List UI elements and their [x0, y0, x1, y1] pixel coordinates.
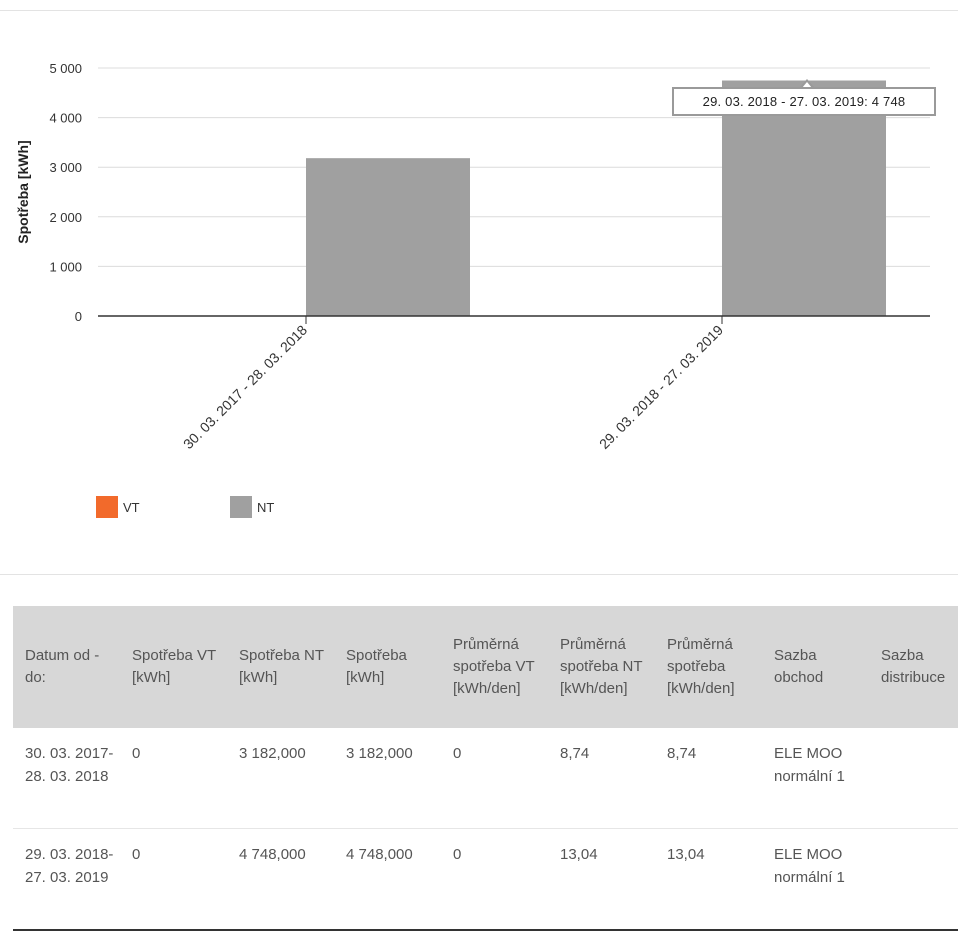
table-header-row: Datum od - do: Spotřeba VT [kWh] Spotřeb…: [13, 606, 958, 728]
y-tick-label: 3 000: [49, 160, 82, 175]
cell-avg-nt: 13,04: [548, 828, 655, 931]
y-axis-ticks: 0 1 000 2 000 3 000 4 000 5 000: [49, 61, 82, 324]
cell-consumption-vt: 0: [120, 828, 227, 931]
legend-item-nt[interactable]: NT: [230, 496, 274, 518]
header-date-range: Datum od - do:: [13, 606, 120, 728]
legend-swatch-vt: [96, 496, 118, 518]
bar-tooltip: 29. 03. 2018 - 27. 03. 2019: 4 748: [672, 87, 936, 116]
consumption-bar-chart: 0 1 000 2 000 3 000 4 000 5 000 30. 03. 2017 …: [15, 61, 930, 452]
x-tick-label: 29. 03. 2018 - 27. 03. 2019: [596, 322, 726, 452]
cell-avg-total: 13,04: [655, 828, 762, 931]
x-axis-ticks: 30. 03. 2017 - 28. 03. 2018 29. 03. 2018 …: [180, 316, 726, 452]
chart-legend: VT NT: [0, 496, 958, 520]
consumption-table: Datum od - do: Spotřeba VT [kWh] Spotřeb…: [13, 606, 958, 931]
header-avg-nt: Průměrná spotřeba NT [kWh/den]: [548, 606, 655, 728]
header-tariff-distribution: Sazba distribuce: [869, 606, 958, 728]
section-divider: [0, 574, 958, 575]
legend-label-nt: NT: [257, 499, 275, 515]
cell-avg-vt: 0: [441, 828, 548, 931]
y-tick-label: 0: [75, 309, 82, 324]
bar-nt[interactable]: [306, 158, 470, 316]
y-axis-label: Spotřeba [kWh]: [15, 140, 31, 243]
top-divider: [0, 10, 958, 11]
cell-consumption-total: 3 182,000: [334, 728, 441, 829]
table-row: 30. 03. 2017- 28. 03. 2018 0 3 182,000 3…: [13, 728, 958, 829]
cell-consumption-total: 4 748,000: [334, 828, 441, 931]
header-consumption-nt: Spotřeba NT [kWh]: [227, 606, 334, 728]
cell-consumption-nt: 3 182,000: [227, 728, 334, 829]
tooltip-caret: [800, 79, 814, 88]
cell-avg-nt: 8,74: [548, 728, 655, 829]
header-consumption-total: Spotřeba [kWh]: [334, 606, 441, 728]
y-tick-label: 2 000: [49, 210, 82, 225]
cell-date-range: 30. 03. 2017- 28. 03. 2018: [13, 728, 120, 829]
cell-consumption-nt: 4 748,000: [227, 828, 334, 931]
legend-label-vt: VT: [123, 499, 140, 515]
legend-swatch-nt: [230, 496, 252, 518]
bar-nt[interactable]: [722, 80, 886, 316]
y-tick-label: 4 000: [49, 111, 82, 126]
cell-tariff-trade: ELE MOO normální 1: [762, 728, 869, 829]
chart-bars: [98, 80, 930, 317]
table-row: 29. 03. 2018- 27. 03. 2019 0 4 748,000 4…: [13, 828, 958, 931]
cell-tariff-trade: ELE MOO normální 1: [762, 828, 869, 931]
cell-avg-total: 8,74: [655, 728, 762, 829]
x-tick-label: 30. 03. 2017 - 28. 03. 2018: [180, 322, 310, 452]
header-consumption-vt: Spotřeba VT [kWh]: [120, 606, 227, 728]
cell-consumption-vt: 0: [120, 728, 227, 829]
cell-date-range: 29. 03. 2018- 27. 03. 2019: [13, 828, 120, 931]
header-tariff-trade: Sazba obchod: [762, 606, 869, 728]
cell-tariff-distribution: [869, 828, 958, 931]
header-avg-vt: Průměrná spotřeba VT [kWh/den]: [441, 606, 548, 728]
cell-tariff-distribution: [869, 728, 958, 829]
cell-avg-vt: 0: [441, 728, 548, 829]
legend-item-vt[interactable]: VT: [96, 496, 140, 518]
y-tick-label: 1 000: [49, 259, 82, 274]
header-avg-total: Průměrná spotřeba [kWh/den]: [655, 606, 762, 728]
y-tick-label: 5 000: [49, 61, 82, 76]
